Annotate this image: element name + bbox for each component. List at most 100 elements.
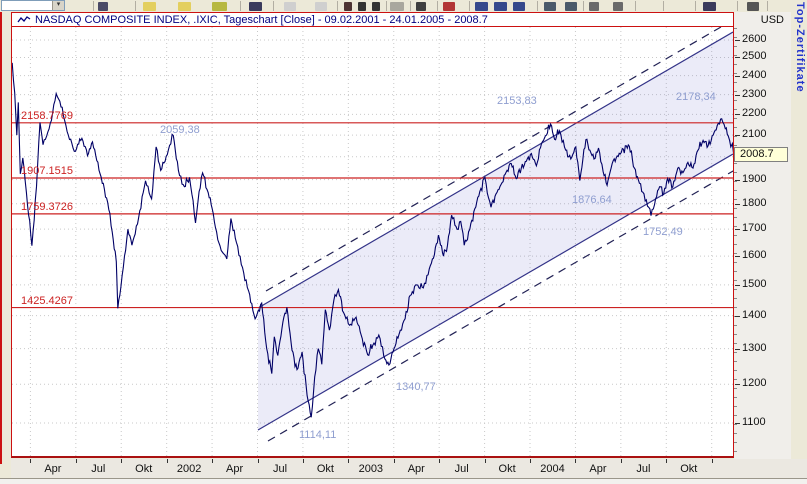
time-axis-tick (257, 459, 259, 463)
price-axis-tick-label: 1700 (742, 222, 767, 235)
chart-bars-icon[interactable] (494, 2, 507, 11)
watermark-label: Top-Zertifikate (794, 2, 806, 93)
toolbar-separator (93, 1, 94, 11)
level-label: 1425.4267 (21, 294, 73, 307)
time-axis: Apr Jul Okt 2002 Apr Jul Okt 2003 Apr Jul Okt 2004 A… (11, 459, 807, 478)
chart-grid-icon[interactable] (475, 2, 488, 11)
price-axis: USD 2600 2500 2400 2300 2200 2100 1900 1800 1700… (734, 12, 791, 459)
price-axis-tick-label: 2500 (742, 50, 767, 63)
time-axis-tick (666, 459, 668, 463)
zoom-in-icon[interactable] (589, 2, 599, 11)
new-page-icon[interactable] (143, 2, 156, 11)
time-axis-label: Jul (272, 463, 288, 475)
copy-icon[interactable] (315, 2, 327, 11)
price-axis-tick-label: 1100 (742, 415, 766, 428)
price-axis-tick (735, 229, 740, 231)
toolbar-separator (135, 1, 136, 11)
time-axis-label: Apr (44, 463, 62, 475)
template-icon[interactable] (249, 2, 262, 11)
price-axis-tick-label: 2200 (742, 107, 767, 120)
toolbar-separator (240, 1, 241, 11)
level-label: 1759.3726 (21, 200, 73, 213)
open-folder-icon[interactable] (178, 2, 191, 11)
price-axis-tick-label: 1900 (742, 172, 767, 185)
chart-title-bar: NASDAQ COMPOSITE INDEX, .IXIC, Tageschar… (12, 13, 733, 27)
price-axis-tick (735, 135, 740, 137)
price-axis-tick-label: 1800 (742, 196, 767, 209)
price-axis-tick (735, 348, 740, 350)
time-axis-label: Okt (316, 463, 334, 475)
page-icon[interactable] (284, 2, 296, 11)
main-toolbar: ▾ (0, 0, 807, 12)
line-chart-icon (17, 15, 31, 24)
toolbar-separator (273, 1, 274, 11)
forward-arrow-icon[interactable] (747, 2, 759, 11)
chart-title: NASDAQ COMPOSITE INDEX, .IXIC, Tageschar… (35, 14, 488, 26)
time-axis-tick (212, 459, 214, 463)
price-axis-tick (735, 40, 740, 41)
price-axis-minor-ticks (734, 28, 737, 458)
price-axis-tick (735, 114, 740, 116)
toolbar-separator (767, 1, 768, 11)
price-axis-tick (735, 284, 740, 286)
toolbar-separator (635, 1, 636, 11)
zoom-out-icon[interactable] (613, 2, 623, 11)
time-axis-tick (121, 459, 123, 463)
overlay-icon[interactable] (565, 2, 577, 11)
price-axis-tick-label: 2400 (742, 68, 767, 81)
horizontal-scrollbar[interactable] (0, 478, 807, 484)
chart-annotation: 1876,64 (572, 194, 612, 206)
left-panel-border (0, 12, 2, 464)
price-axis-tick (735, 422, 740, 424)
price-axis-tick-label: 2600 (742, 33, 767, 45)
print-icon[interactable] (390, 2, 404, 11)
price-axis-tick-label: 2100 (742, 128, 767, 141)
level-label: 2158.7769 (21, 109, 73, 122)
time-axis-tick (166, 459, 168, 463)
percent-icon[interactable] (416, 2, 426, 11)
time-axis-label: Jul (636, 463, 651, 475)
time-axis-tick (302, 459, 304, 463)
toolbar-separator (386, 1, 387, 11)
toolbar-separator (410, 1, 411, 11)
time-axis-tick (393, 459, 395, 463)
chart-frame (11, 12, 734, 458)
arrow-up-icon[interactable] (358, 2, 366, 11)
back-arrow-icon[interactable] (98, 2, 108, 11)
price-axis-tick-label: 1300 (742, 341, 767, 354)
currency-label: USD (760, 14, 784, 26)
time-axis-label: 2002 (176, 463, 202, 475)
level-label: 1907.1515 (21, 164, 73, 177)
settings-icon[interactable] (703, 2, 716, 11)
price-axis-tick (735, 75, 740, 77)
time-axis-tick (530, 459, 532, 463)
time-axis-label: Apr (226, 463, 244, 475)
time-axis-tick (620, 459, 622, 463)
compare-icon[interactable] (544, 2, 556, 11)
arrow-down-icon[interactable] (372, 2, 380, 11)
time-axis-tick (575, 459, 577, 463)
chart-line-icon[interactable] (513, 2, 525, 11)
time-axis-label: Apr (407, 463, 425, 475)
time-axis-label: Jul (91, 463, 106, 475)
price-axis-tick (735, 57, 740, 59)
save-icon[interactable] (212, 2, 227, 11)
indicator-icon[interactable] (443, 2, 455, 11)
time-axis-label: Okt (135, 463, 153, 475)
chart-plot-area[interactable]: 2158.7769 1907.1515 1759.3726 1425.4267 2059… (12, 27, 733, 457)
price-axis-tick (735, 384, 740, 386)
price-axis-tick (735, 256, 740, 258)
price-axis-tick (735, 94, 740, 96)
toolbar-separator (337, 1, 338, 11)
chart-annotation: 2059,38 (160, 124, 200, 136)
toolbar-separator (737, 1, 738, 11)
combo-dropdown-icon[interactable]: ▾ (52, 1, 64, 10)
chart-annotation: 2153,83 (497, 95, 537, 107)
time-axis-tick (30, 459, 32, 463)
time-axis-tick (484, 459, 486, 463)
time-axis-label: Okt (498, 463, 516, 475)
price-axis-tick-label: 1600 (742, 249, 767, 262)
cursor-icon[interactable] (344, 2, 352, 11)
chart-annotation: 1114,11 (299, 429, 337, 441)
symbol-combo[interactable]: ▾ (1, 0, 65, 11)
